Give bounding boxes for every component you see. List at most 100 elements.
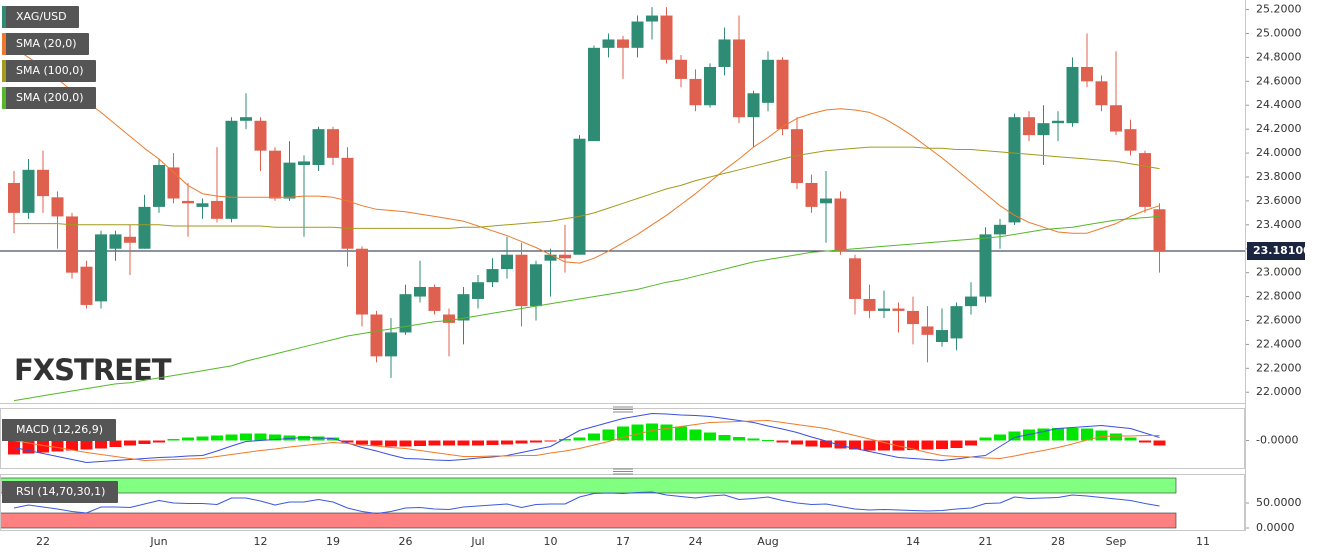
y-tick-label: 25.0000: [1256, 26, 1302, 39]
legend-swatch: [2, 6, 6, 28]
histogram-bar: [936, 440, 948, 449]
histogram-bar: [718, 435, 731, 441]
histogram-bar: [472, 440, 484, 446]
histogram-bar: [602, 429, 615, 441]
histogram-bar: [704, 432, 716, 441]
histogram-bar: [573, 437, 586, 441]
histogram-bar: [167, 439, 180, 441]
candle-body: [675, 59, 687, 79]
histogram-bar: [124, 440, 136, 446]
candle-body: [370, 314, 383, 357]
candle-body: [1139, 153, 1151, 207]
panel-grip: [613, 406, 633, 475]
y-tick-label: 24.8000: [1256, 50, 1302, 63]
histogram-bar: [501, 440, 513, 445]
candle-body: [660, 15, 673, 60]
histogram-bar: [240, 433, 252, 441]
y-tick-label: 22.4000: [1256, 337, 1302, 350]
y-tick-label: 22.8000: [1256, 290, 1302, 303]
candle-body: [124, 236, 136, 243]
legend-box: [2, 87, 96, 109]
x-tick-label: Jun: [149, 535, 167, 548]
histogram-bar: [762, 440, 774, 441]
histogram-bar: [878, 440, 890, 451]
candle-body: [196, 203, 209, 207]
candle-body: [776, 59, 789, 130]
histogram-bar: [631, 424, 644, 441]
histogram-bar: [675, 426, 687, 441]
legend-item: SMA (200,0): [2, 87, 96, 109]
x-tick-label: Aug: [757, 535, 778, 548]
candle-body: [617, 39, 629, 48]
y-tick-label: 24.0000: [1256, 146, 1302, 159]
legend-swatch: [2, 60, 6, 82]
x-tick-label: 21: [979, 535, 993, 548]
legend-label: MACD (12,26,9): [16, 423, 103, 436]
histogram-bar: [225, 434, 238, 441]
last-price-tag: [1247, 242, 1305, 261]
candle-body: [791, 129, 803, 183]
candle-body: [979, 234, 992, 297]
histogram-bar: [399, 440, 412, 447]
histogram-bar: [660, 424, 673, 441]
candle-body: [936, 330, 948, 343]
legend-swatch: [2, 419, 6, 441]
histogram-bar: [776, 440, 789, 443]
candle-body: [1008, 117, 1021, 223]
y-tick-label: 25.2000: [1256, 3, 1302, 16]
histogram-bar: [907, 440, 919, 450]
histogram-bar: [370, 440, 383, 446]
sma-line: [14, 146, 1160, 229]
overbought-band: [0, 477, 1177, 494]
histogram-bar: [515, 440, 528, 444]
histogram-bar: [646, 423, 658, 441]
candle-body: [762, 59, 774, 103]
candle-body: [544, 254, 557, 261]
candle-body: [95, 234, 107, 302]
histogram-bar: [588, 433, 600, 441]
candle-body: [950, 306, 963, 339]
y-tick-label: 22.2000: [1256, 361, 1302, 374]
legend-label: SMA (200,0): [16, 91, 84, 104]
candle-body: [138, 206, 151, 249]
x-tick-label: 10: [544, 535, 558, 548]
histogram-bar: [544, 440, 557, 442]
candle-body: [878, 308, 890, 311]
y-tick-label: 23.0000: [1256, 266, 1302, 279]
legend-swatch: [2, 33, 6, 55]
histogram-bar: [138, 440, 151, 444]
histogram-bar: [153, 440, 165, 443]
candle-body: [109, 234, 122, 249]
candle-body: [747, 93, 760, 118]
signal-line: [13, 420, 1160, 461]
histogram-bar: [182, 437, 194, 441]
histogram-bar: [356, 440, 368, 445]
legend-item: XAG/USD: [2, 6, 79, 28]
candle-body: [254, 120, 267, 151]
candle-body: [428, 287, 441, 311]
candle-body: [153, 165, 165, 207]
candle-body: [341, 157, 354, 249]
legend-box: [2, 481, 118, 503]
candle-body: [327, 129, 339, 158]
histogram-bar: [414, 440, 426, 446]
y-tick-label: 23.8000: [1256, 170, 1302, 183]
candle-body: [921, 326, 934, 335]
histogram-bar: [95, 440, 107, 449]
histogram-bar: [486, 440, 499, 445]
oversold-band: [0, 512, 1177, 529]
histogram-bar: [559, 439, 571, 441]
x-tick-label: 22: [36, 535, 50, 548]
candle-body: [863, 298, 876, 311]
candle-body: [1023, 117, 1035, 136]
histogram-bar: [1052, 428, 1064, 441]
candle-body: [834, 198, 847, 252]
candle-body: [66, 216, 78, 273]
candle-body: [182, 200, 194, 204]
candle-body: [515, 254, 528, 307]
histogram-bar: [994, 434, 1006, 441]
histogram-bar: [1037, 428, 1050, 441]
candle-body: [588, 47, 600, 142]
x-tick-label: 17: [616, 535, 630, 548]
